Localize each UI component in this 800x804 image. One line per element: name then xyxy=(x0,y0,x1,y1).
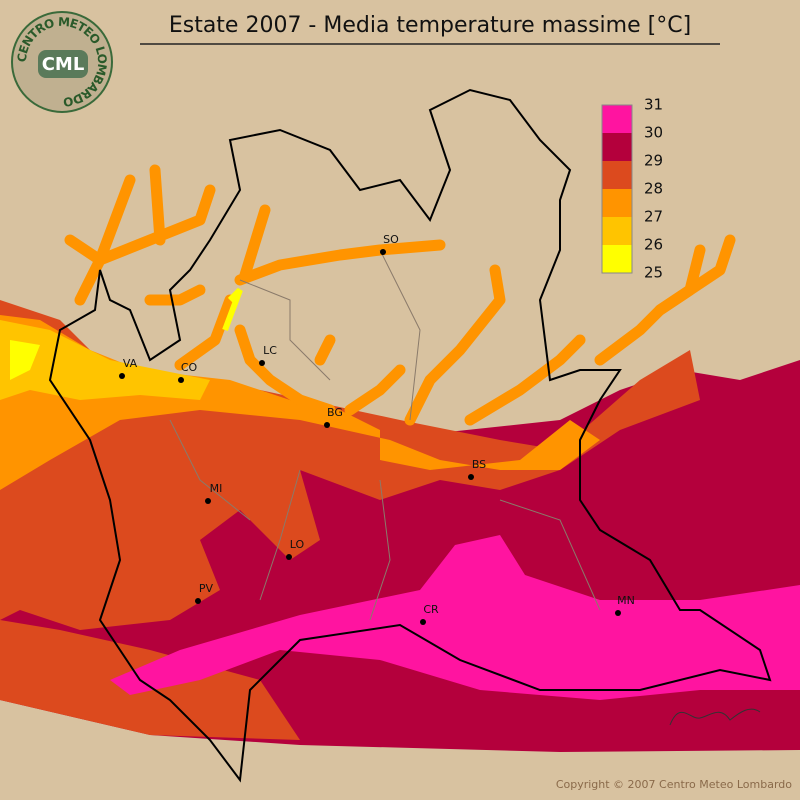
city-label: MN xyxy=(617,594,635,607)
zone-25 xyxy=(10,340,40,380)
city-dot xyxy=(420,619,426,625)
province-lines xyxy=(169,249,601,621)
city-label: VA xyxy=(123,357,138,370)
logo-short: CML xyxy=(42,54,85,75)
city-label: CO xyxy=(181,361,198,374)
legend: 31 30 29 28 27 26 25 xyxy=(601,96,663,282)
city-label: PV xyxy=(199,582,214,595)
city-label: SO xyxy=(383,233,399,246)
legend-swatch xyxy=(602,105,632,133)
city-dot xyxy=(195,598,201,604)
copyright: Copyright © 2007 Centro Meteo Lombardo xyxy=(556,778,792,791)
city-label: BG xyxy=(327,406,343,419)
city-dot xyxy=(205,498,211,504)
legend-label: 31 xyxy=(644,96,663,114)
legend-swatch xyxy=(602,217,632,245)
city-dot xyxy=(178,377,184,383)
legend-swatch xyxy=(602,161,632,189)
city-label: LO xyxy=(290,538,305,551)
logo-badge xyxy=(38,50,88,78)
legend-label: 30 xyxy=(644,124,663,142)
title-band xyxy=(0,0,800,50)
legend-swatch xyxy=(602,189,632,217)
legend-label: 25 xyxy=(644,264,663,282)
region-border xyxy=(48,88,772,783)
city-label: BS xyxy=(472,458,486,471)
legend-swatch xyxy=(602,245,632,273)
city-dot xyxy=(259,360,265,366)
signature xyxy=(669,708,761,726)
city-dot xyxy=(119,373,125,379)
city-dot xyxy=(380,249,386,255)
city-label: LC xyxy=(263,344,277,357)
city-dot xyxy=(324,422,330,428)
city-dot xyxy=(286,554,292,560)
valleys xyxy=(64,164,736,426)
city-dot xyxy=(468,474,474,480)
city-label: CR xyxy=(423,603,439,616)
city-label: MI xyxy=(210,482,223,495)
legend-frame xyxy=(601,104,633,274)
zone-26 xyxy=(0,320,210,400)
valley-25 xyxy=(222,287,243,332)
legend-label: 28 xyxy=(644,180,663,198)
legend-swatch xyxy=(602,133,632,161)
city-dot xyxy=(615,610,621,616)
legend-label: 29 xyxy=(644,152,663,170)
zone-30 xyxy=(110,535,800,700)
cities: SO LC VA CO BG MI BS LO PV CR MN xyxy=(119,233,635,625)
legend-label: 27 xyxy=(644,208,663,226)
zone-28 xyxy=(0,300,700,630)
title: Estate 2007 - Media temperature massime … xyxy=(169,13,691,38)
legend-label: 26 xyxy=(644,236,663,254)
